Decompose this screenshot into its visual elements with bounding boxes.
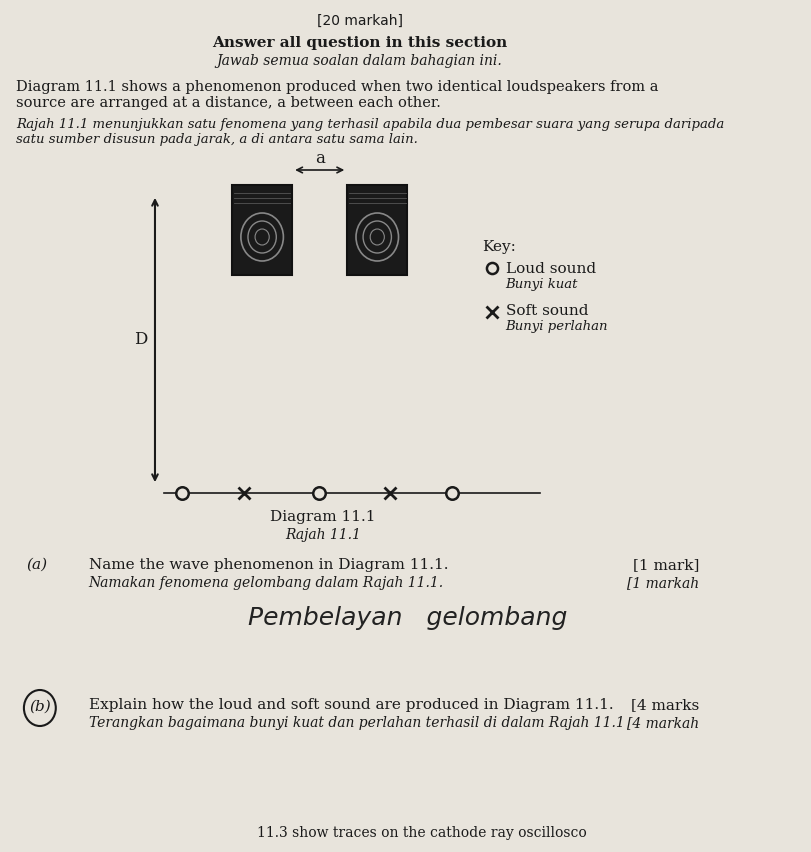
Text: a: a <box>315 150 324 167</box>
Text: Loud sound: Loud sound <box>505 262 595 276</box>
Text: Diagram 11.1: Diagram 11.1 <box>270 510 375 524</box>
Text: Bunyi kuat: Bunyi kuat <box>505 278 577 291</box>
Text: (a): (a) <box>27 558 48 572</box>
Text: [4 marks: [4 marks <box>631 698 699 712</box>
Text: Key:: Key: <box>482 240 516 254</box>
Text: Terangkan bagaimana bunyi kuat dan perlahan terhasil di dalam Rajah 11.1: Terangkan bagaimana bunyi kuat dan perla… <box>88 716 624 730</box>
Text: [20 markah]: [20 markah] <box>316 14 402 28</box>
Text: Bunyi perlahan: Bunyi perlahan <box>505 320 607 333</box>
Text: [4 markah: [4 markah <box>627 716 699 730</box>
Text: 11.3 show traces on the cathode ray oscillosco: 11.3 show traces on the cathode ray osci… <box>256 826 586 840</box>
Text: Pembelayan   gelombang: Pembelayan gelombang <box>247 606 567 630</box>
Text: (b): (b) <box>29 700 50 714</box>
Text: Jawab semua soalan dalam bahagian ini.: Jawab semua soalan dalam bahagian ini. <box>217 54 502 68</box>
Bar <box>232 185 292 275</box>
Text: Diagram 11.1 shows a phenomenon produced when two identical loudspeakers from a
: Diagram 11.1 shows a phenomenon produced… <box>16 80 658 110</box>
Text: Soft sound: Soft sound <box>505 304 587 318</box>
Text: D: D <box>135 331 148 348</box>
Text: Namakan fenomena gelombang dalam Rajah 11.1.: Namakan fenomena gelombang dalam Rajah 1… <box>88 576 443 590</box>
Text: Answer all question in this section: Answer all question in this section <box>212 36 507 50</box>
Text: Explain how the loud and soft sound are produced in Diagram 11.1.: Explain how the loud and soft sound are … <box>88 698 612 712</box>
Text: Rajah 11.1: Rajah 11.1 <box>285 528 361 542</box>
Bar <box>347 185 407 275</box>
Text: [1 markah: [1 markah <box>627 576 699 590</box>
Text: [1 mark]: [1 mark] <box>633 558 699 572</box>
Text: Name the wave phenomenon in Diagram 11.1.: Name the wave phenomenon in Diagram 11.1… <box>88 558 448 572</box>
Text: Rajah 11.1 menunjukkan satu fenomena yang terhasil apabila dua pembesar suara ya: Rajah 11.1 menunjukkan satu fenomena yan… <box>16 118 723 146</box>
